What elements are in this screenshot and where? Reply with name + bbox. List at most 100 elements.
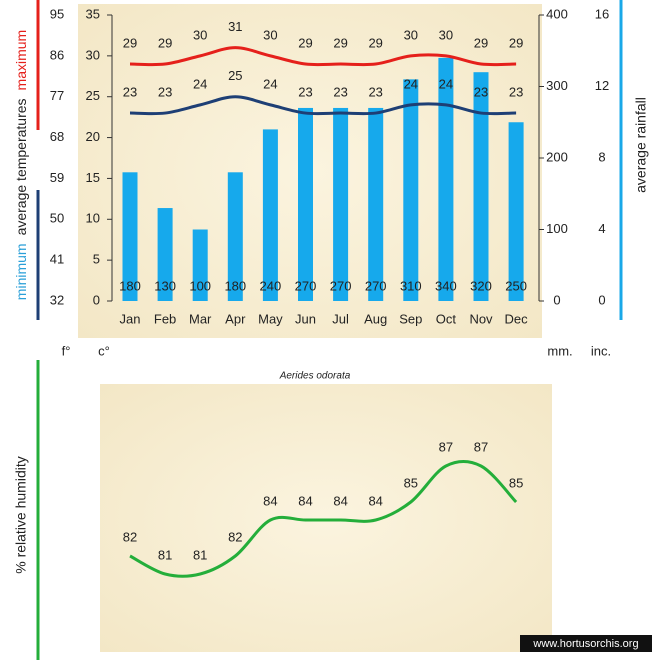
data-label: 84	[368, 493, 382, 508]
bar	[157, 208, 173, 301]
y-tick-label: 35	[86, 6, 100, 21]
data-label: 320	[470, 278, 492, 293]
data-label: 270	[365, 278, 387, 293]
y-tick-label: 25	[86, 88, 100, 103]
bar	[333, 107, 349, 301]
data-label: 25	[228, 68, 242, 83]
data-label: 340	[435, 278, 457, 293]
data-label: 31	[228, 19, 242, 34]
data-label: 240	[260, 278, 282, 293]
watermark-box	[520, 635, 652, 652]
bar	[508, 122, 524, 301]
data-label: 85	[404, 475, 418, 490]
legend-label: average rainfall	[633, 97, 649, 193]
y-tick-label: 10	[86, 211, 100, 226]
data-label: 82	[228, 529, 242, 544]
line	[129, 46, 517, 67]
data-label: 84	[333, 493, 347, 508]
data-label: 23	[298, 84, 312, 99]
x-tick-label: Jun	[295, 311, 316, 326]
data-label: 29	[158, 35, 172, 50]
y-tick-label: 68	[50, 129, 64, 144]
bar	[438, 57, 454, 302]
data-label: 23	[333, 84, 347, 99]
chart-title: Aerides odorata	[279, 371, 351, 382]
y-tick-label: 59	[50, 170, 64, 185]
data-label: 29	[474, 35, 488, 50]
y-tick-label: 5	[93, 252, 100, 267]
data-label: 82	[123, 529, 137, 544]
y-tick-label: 41	[50, 252, 64, 267]
x-tick-label: Apr	[225, 311, 246, 326]
bar	[227, 172, 243, 301]
bar	[368, 107, 384, 301]
data-label: 180	[224, 278, 246, 293]
panel	[100, 384, 552, 652]
data-label: 23	[368, 84, 382, 99]
data-label: 24	[404, 76, 418, 91]
unit-label: mm.	[547, 343, 572, 358]
y-tick-label: 0	[93, 292, 100, 307]
bar	[298, 107, 313, 301]
data-label: 30	[263, 27, 277, 42]
data-label: 24	[193, 76, 207, 91]
x-tick-label: Sep	[399, 311, 422, 326]
y-axis-label: minimum average temperatures maximum	[13, 30, 29, 300]
watermark: www.hortusorchis.org	[532, 638, 638, 650]
x-tick-label: Aug	[364, 311, 387, 326]
line	[129, 460, 518, 578]
legend-label: maximum	[13, 30, 29, 91]
bar	[403, 79, 419, 301]
y-tick-label: 86	[50, 47, 64, 62]
x-tick-label: Dec	[505, 311, 529, 326]
y-tick-label: 8	[598, 149, 605, 164]
data-label: 270	[295, 278, 317, 293]
x-tick-label: Jul	[332, 311, 349, 326]
data-label: 29	[368, 35, 382, 50]
data-label: 24	[263, 76, 277, 91]
data-label: 24	[439, 76, 453, 91]
data-label: 23	[123, 84, 137, 99]
unit-label: inc.	[591, 343, 611, 358]
y-tick-label: 4	[598, 221, 605, 236]
data-label: 23	[474, 84, 488, 99]
y-tick-label: 95	[50, 6, 64, 21]
data-label: 84	[263, 493, 277, 508]
bar	[262, 129, 278, 301]
unit-label: c°	[98, 343, 110, 358]
y-tick-label: 16	[595, 6, 609, 21]
line	[129, 95, 517, 116]
data-label: 130	[154, 278, 176, 293]
y-tick-label: 0	[553, 292, 560, 307]
y-tick-label: 200	[546, 149, 568, 164]
y-tick-label: 300	[546, 78, 568, 93]
data-label: 23	[158, 84, 172, 99]
bar	[192, 229, 208, 301]
y-tick-label: 20	[86, 129, 100, 144]
x-tick-label: Jan	[120, 311, 141, 326]
y-tick-label: 12	[595, 78, 609, 93]
data-label: 81	[193, 547, 207, 562]
data-label: 250	[505, 278, 527, 293]
y-tick-label: 50	[50, 211, 64, 226]
y-tick-label: 30	[86, 47, 100, 62]
bar	[473, 72, 489, 301]
bar	[122, 172, 138, 301]
data-label: 85	[509, 475, 523, 490]
axis-title: average temperatures	[13, 98, 29, 235]
data-label: 30	[193, 27, 207, 42]
y-tick-label: 15	[86, 170, 100, 185]
data-label: 29	[123, 35, 137, 50]
y-tick-label: 400	[546, 6, 568, 21]
legend-label: minimum	[13, 243, 29, 300]
data-label: 81	[158, 547, 172, 562]
data-label: 87	[474, 439, 488, 454]
x-tick-label: May	[258, 311, 283, 326]
x-tick-label: Mar	[189, 311, 212, 326]
unit-label: f°	[62, 343, 71, 358]
data-label: 30	[404, 27, 418, 42]
x-tick-label: Oct	[436, 311, 457, 326]
data-label: 310	[400, 278, 422, 293]
data-label: 270	[330, 278, 352, 293]
